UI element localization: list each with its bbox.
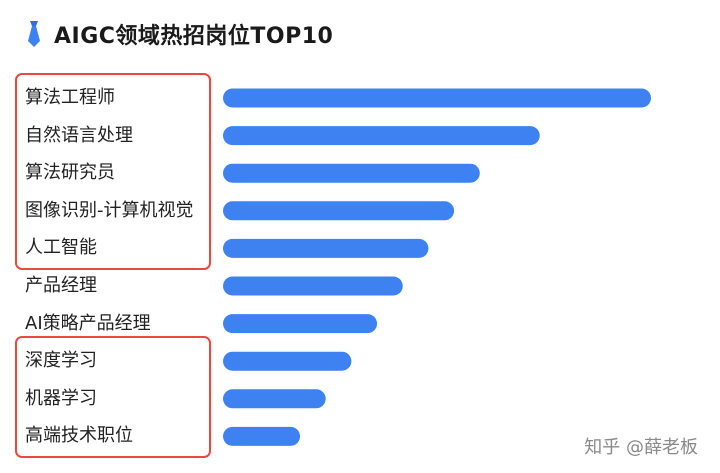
bar: [223, 276, 403, 296]
bar: [223, 389, 326, 409]
category-label: 人工智能: [25, 237, 97, 259]
bar: [223, 201, 455, 221]
category-label: 机器学习: [25, 387, 97, 409]
bar: [223, 314, 378, 334]
chart-header: AIGC领域热招岗位TOP10: [24, 16, 333, 52]
category-label: AI策略产品经理: [25, 312, 151, 334]
category-label: 高端技术职位: [25, 425, 133, 447]
chart-title: AIGC领域热招岗位TOP10: [54, 24, 334, 49]
category-label: 算法研究员: [25, 162, 115, 184]
watermark: 知乎 @薛老板: [584, 437, 698, 458]
bar: [223, 426, 301, 446]
bar: [223, 88, 651, 108]
category-label: 产品经理: [25, 275, 97, 296]
bar: [223, 126, 540, 146]
category-labels: 算法工程师自然语言处理 算法研究员图像识别-计算机视觉 人工智能产品经理 AI策略产品…: [25, 0, 215, 473]
bar: [223, 163, 480, 183]
highlight-box: [15, 73, 211, 271]
necktie-icon: [28, 21, 40, 47]
category-label: 自然语言处理: [25, 124, 133, 146]
category-label: 算法工程师: [25, 87, 115, 108]
category-label: 图像识别-计算机视觉: [25, 199, 194, 221]
category-label: 深度学习: [25, 350, 97, 372]
bar: [223, 351, 352, 371]
highlight-box: [15, 336, 211, 459]
bar: [223, 238, 429, 258]
